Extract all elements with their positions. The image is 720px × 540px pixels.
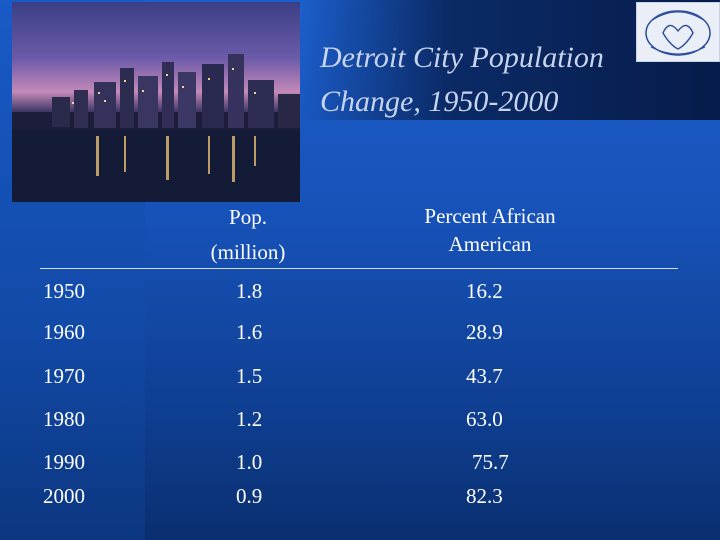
percent-cell: 63.0 bbox=[466, 407, 503, 431]
slide-title: Detroit City Population Change, 1950-200… bbox=[320, 41, 604, 118]
column-header-population: Pop. (million) bbox=[210, 205, 286, 264]
population-cell: 1.8 bbox=[236, 279, 263, 303]
percent-cell: 16.2 bbox=[466, 279, 503, 303]
population-cell: 1.6 bbox=[236, 320, 263, 344]
percent-cell: 28.9 bbox=[466, 320, 503, 344]
percent-cell: 82.3 bbox=[466, 484, 503, 508]
percent-cell: 43.7 bbox=[466, 364, 503, 388]
percent-cell: 75.7 bbox=[472, 450, 509, 474]
year-cell: 1950 bbox=[43, 279, 85, 303]
year-cell: 1980 bbox=[43, 407, 85, 431]
column-header-percent-african-american: Percent African American bbox=[424, 204, 556, 256]
population-cell: 1.5 bbox=[236, 364, 263, 388]
healthy-environments-logo bbox=[636, 2, 720, 62]
population-cell: 1.0 bbox=[236, 450, 263, 474]
logo-graphic bbox=[645, 10, 711, 56]
year-cell: 1990 bbox=[43, 450, 85, 474]
year-cell: 1960 bbox=[43, 320, 85, 344]
population-cell: 1.2 bbox=[236, 407, 263, 431]
skyline-illustration bbox=[12, 54, 300, 202]
detroit-skyline-photo bbox=[12, 2, 300, 202]
year-cell: 2000 bbox=[43, 484, 85, 508]
population-cell: 0.9 bbox=[236, 484, 263, 508]
year-cell: 1970 bbox=[43, 364, 85, 388]
header-divider bbox=[40, 268, 678, 269]
